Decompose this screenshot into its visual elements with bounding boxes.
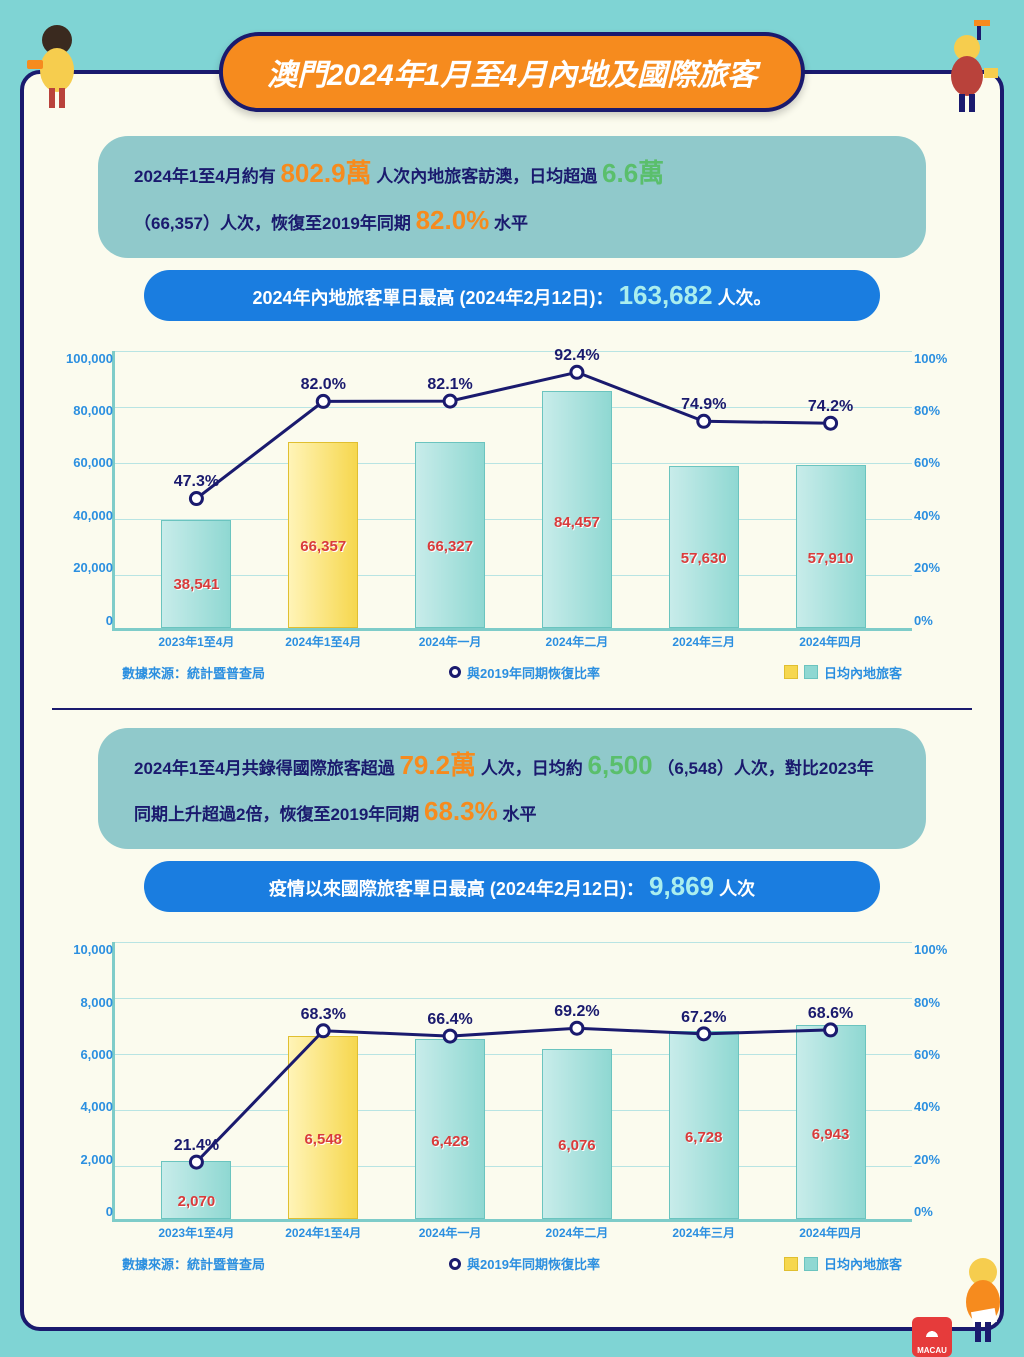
bar: 57,910 xyxy=(796,465,866,627)
bar-value: 38,541 xyxy=(173,576,219,593)
x-label: 2023年1至4月 xyxy=(158,1224,234,1241)
mainland-chart: 100,00080,00060,00040,00020,0000100%80%6… xyxy=(52,341,972,688)
bar: 6,548 xyxy=(288,1036,358,1219)
character-top-left xyxy=(22,20,92,115)
bar-value: 57,910 xyxy=(808,550,854,567)
character-top-right xyxy=(932,20,1002,115)
bar: 66,357 xyxy=(288,442,358,628)
bar-value: 6,076 xyxy=(558,1137,596,1154)
main-panel: 澳門2024年1月至4月內地及國際旅客 MACAU xyxy=(20,70,1004,1331)
source-text: 數據來源：統計暨普查局 xyxy=(122,1254,265,1273)
text: 2024年內地旅客單日最高 (2024年2月12日)： xyxy=(252,288,613,308)
text: 82.0% xyxy=(416,205,490,235)
title-banner: 澳門2024年1月至4月內地及國際旅客 xyxy=(219,32,805,112)
legend-bar: 日均內地旅客 xyxy=(784,1254,902,1273)
text: 2024年1至4月約有 xyxy=(134,167,276,186)
bar: 66,327 xyxy=(415,442,485,628)
text: 6,500 xyxy=(588,750,653,780)
pct-label: 82.1% xyxy=(427,376,472,394)
text: （66,357）人次，恢復至2019年同期 xyxy=(134,214,411,233)
legend-line: 與2019年同期恢復比率 xyxy=(449,663,600,682)
pct-label: 66.4% xyxy=(427,1011,472,1029)
pct-label: 47.3% xyxy=(174,473,219,491)
text: 163,682 xyxy=(619,280,713,310)
source-text: 數據來源：統計暨普查局 xyxy=(122,663,265,682)
text: 人次內地旅客訪澳，日均超過 xyxy=(376,167,597,186)
intl-highlight-pill: 疫情以來國際旅客單日最高 (2024年2月12日)： 9,869 人次 xyxy=(144,861,880,912)
bar-value: 66,327 xyxy=(427,538,473,555)
text: 802.9萬 xyxy=(280,158,371,188)
bar-value: 6,943 xyxy=(812,1126,850,1143)
x-label: 2024年四月 xyxy=(799,1224,862,1241)
pct-label: 92.4% xyxy=(554,347,599,365)
bar: 38,541 xyxy=(161,520,231,628)
divider xyxy=(52,708,972,710)
text: 水平 xyxy=(494,214,528,233)
bar: 6,943 xyxy=(796,1025,866,1219)
bar: 2,070 xyxy=(161,1161,231,1219)
pct-label: 74.2% xyxy=(808,398,853,416)
x-label: 2024年三月 xyxy=(672,1224,735,1241)
section-international: 2024年1至4月共錄得國際旅客超過 79.2萬 人次，日均約 6,500 （6… xyxy=(52,728,972,1280)
bar-value: 2,070 xyxy=(178,1193,216,1210)
text: 79.2萬 xyxy=(399,750,476,780)
legend-bar: 日均內地旅客 xyxy=(784,663,902,682)
pct-label: 82.0% xyxy=(301,376,346,394)
pct-label: 74.9% xyxy=(681,396,726,414)
pct-label: 68.3% xyxy=(301,1006,346,1024)
x-label: 2024年一月 xyxy=(419,633,482,650)
x-label: 2024年一月 xyxy=(419,1224,482,1241)
macau-logo: MACAU xyxy=(912,1317,952,1357)
pct-label: 67.2% xyxy=(681,1009,726,1027)
bar: 6,076 xyxy=(542,1049,612,1219)
legend-line: 與2019年同期恢復比率 xyxy=(449,1254,600,1273)
bar-value: 84,457 xyxy=(554,514,600,531)
bar: 84,457 xyxy=(542,391,612,627)
x-label: 2023年1至4月 xyxy=(158,633,234,650)
bar: 6,728 xyxy=(669,1031,739,1219)
bar-value: 66,357 xyxy=(300,538,346,555)
x-label: 2024年二月 xyxy=(546,633,609,650)
x-label: 2024年1至4月 xyxy=(285,1224,361,1241)
text: 68.3% xyxy=(424,796,498,826)
bar: 57,630 xyxy=(669,466,739,627)
text: 人次 xyxy=(719,879,755,899)
text: 9,869 xyxy=(649,871,714,901)
intl-chart: 10,0008,0006,0004,0002,0000100%80%60%40%… xyxy=(52,932,972,1279)
text: 疫情以來國際旅客單日最高 (2024年2月12日)： xyxy=(269,879,644,899)
x-label: 2024年1至4月 xyxy=(285,633,361,650)
text: 人次。 xyxy=(718,288,772,308)
pct-label: 69.2% xyxy=(554,1003,599,1021)
x-label: 2024年三月 xyxy=(672,633,735,650)
mainland-info-pill: 2024年1至4月約有 802.9萬 人次內地旅客訪澳，日均超過 6.6萬 （6… xyxy=(98,136,926,258)
section-mainland: 2024年1至4月約有 802.9萬 人次內地旅客訪澳，日均超過 6.6萬 （6… xyxy=(52,136,972,688)
text: 2024年1至4月共錄得國際旅客超過 xyxy=(134,759,395,778)
bar-value: 6,728 xyxy=(685,1129,723,1146)
pct-label: 21.4% xyxy=(174,1137,219,1155)
bar-value: 6,548 xyxy=(304,1131,342,1148)
text: 水平 xyxy=(502,805,536,824)
bar-value: 57,630 xyxy=(681,550,727,567)
bar: 6,428 xyxy=(415,1039,485,1219)
x-label: 2024年四月 xyxy=(799,633,862,650)
text: 人次，日均約 xyxy=(481,759,583,778)
intl-info-pill: 2024年1至4月共錄得國際旅客超過 79.2萬 人次，日均約 6,500 （6… xyxy=(98,728,926,850)
mainland-highlight-pill: 2024年內地旅客單日最高 (2024年2月12日)： 163,682 人次。 xyxy=(144,270,880,321)
pct-label: 68.6% xyxy=(808,1005,853,1023)
x-label: 2024年二月 xyxy=(546,1224,609,1241)
bar-value: 6,428 xyxy=(431,1133,469,1150)
text: 6.6萬 xyxy=(602,158,664,188)
